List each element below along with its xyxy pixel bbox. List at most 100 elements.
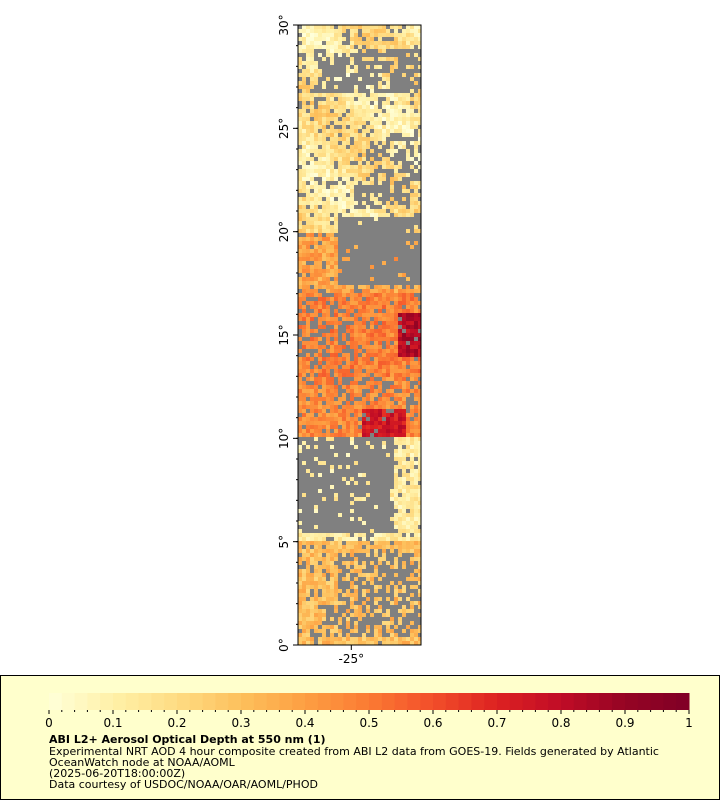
aod-cell — [350, 117, 354, 121]
aod-cell — [366, 313, 370, 317]
aod-cell — [350, 297, 354, 301]
aod-cell — [350, 333, 354, 337]
aod-cell — [306, 533, 310, 537]
aod-cell — [310, 125, 314, 129]
aod-cell — [306, 225, 310, 229]
aod-cell — [306, 137, 310, 141]
aod-cell — [326, 417, 330, 421]
aod-cell — [330, 217, 334, 221]
aod-cell — [362, 593, 366, 597]
aod-cell — [378, 161, 382, 165]
aod-cell — [334, 421, 338, 425]
aod-cell — [350, 569, 354, 573]
aod-cell — [334, 169, 338, 173]
aod-cell — [358, 393, 362, 397]
aod-cell — [382, 553, 386, 557]
aod-cell — [330, 237, 334, 241]
aod-cell — [314, 25, 318, 29]
aod-cell — [330, 25, 334, 29]
aod-cell — [358, 157, 362, 161]
aod-cell — [378, 409, 382, 413]
aod-cell — [306, 157, 310, 161]
aod-cell — [394, 517, 398, 521]
aod-cell — [318, 41, 322, 45]
aod-cell — [398, 349, 402, 353]
aod-cell — [314, 137, 318, 141]
aod-cell — [414, 585, 418, 589]
aod-cell — [418, 25, 421, 29]
aod-cell — [418, 133, 421, 137]
aod-cell — [370, 177, 374, 181]
aod-cell — [310, 397, 314, 401]
aod-cell — [386, 397, 390, 401]
aod-cell — [346, 429, 350, 433]
aod-cell — [298, 577, 302, 581]
aod-cell — [406, 277, 410, 281]
aod-cell — [406, 465, 410, 469]
aod-cell — [326, 393, 330, 397]
aod-cell — [358, 333, 362, 337]
aod-cell — [346, 69, 350, 73]
aod-cell — [414, 317, 418, 321]
aod-cell — [370, 545, 374, 549]
aod-cell — [370, 57, 374, 61]
aod-cell — [302, 29, 306, 33]
aod-cell — [314, 561, 318, 565]
aod-cell — [350, 637, 354, 641]
aod-cell — [318, 93, 322, 97]
aod-cell — [390, 317, 394, 321]
aod-cell — [298, 57, 302, 61]
aod-cell — [330, 189, 334, 193]
aod-cell — [322, 173, 326, 177]
aod-cell — [354, 133, 358, 137]
aod-cell — [362, 573, 366, 577]
aod-cell — [402, 121, 406, 125]
aod-cell — [334, 177, 338, 181]
aod-cell — [374, 125, 378, 129]
aod-cell — [306, 429, 310, 433]
aod-cell — [354, 561, 358, 565]
aod-cell — [338, 53, 342, 57]
aod-cell — [318, 357, 322, 361]
aod-cell — [370, 537, 374, 541]
aod-cell — [322, 277, 326, 281]
aod-cell — [318, 473, 322, 477]
aod-cell — [318, 121, 322, 125]
aod-cell — [358, 45, 362, 49]
aod-cell — [402, 381, 406, 385]
aod-cell — [310, 225, 314, 229]
aod-cell — [322, 413, 326, 417]
aod-cell — [326, 397, 330, 401]
aod-cell — [298, 641, 302, 645]
aod-cell — [382, 545, 386, 549]
aod-cell — [382, 621, 386, 625]
aod-cell — [358, 549, 362, 553]
aod-cell — [410, 637, 414, 641]
aod-cell — [378, 293, 382, 297]
aod-cell — [358, 545, 362, 549]
aod-cell — [306, 133, 310, 137]
aod-cell — [418, 141, 421, 145]
aod-cell — [374, 29, 378, 33]
aod-cell — [318, 609, 322, 613]
aod-cell — [386, 421, 390, 425]
aod-cell — [310, 81, 314, 85]
aod-cell — [354, 109, 358, 113]
aod-cell — [378, 389, 382, 393]
aod-cell — [342, 409, 346, 413]
aod-cell — [394, 41, 398, 45]
aod-cell — [306, 177, 310, 181]
aod-cell — [338, 641, 342, 645]
aod-cell — [414, 181, 418, 185]
aod-cell — [402, 537, 406, 541]
aod-cell — [302, 633, 306, 637]
aod-cell — [402, 73, 406, 77]
aod-cell — [310, 313, 314, 317]
aod-cell — [410, 557, 414, 561]
aod-cell — [354, 349, 358, 353]
aod-cell — [410, 493, 414, 497]
aod-cell — [394, 293, 398, 297]
aod-cell — [318, 641, 322, 645]
aod-cell — [418, 569, 421, 573]
aod-cell — [418, 545, 421, 549]
